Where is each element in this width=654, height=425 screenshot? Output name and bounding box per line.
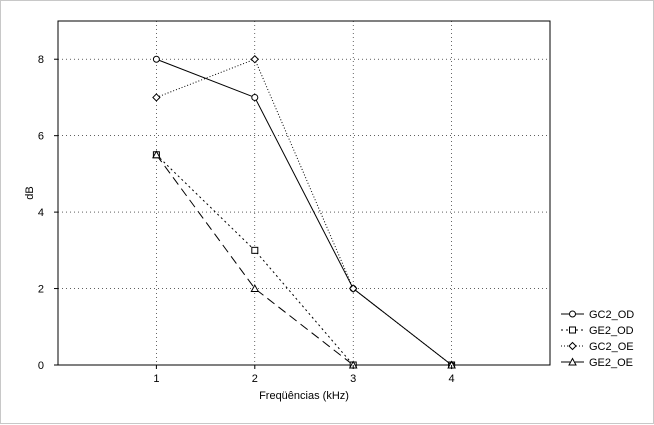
y-tick-label: 0 (38, 360, 44, 372)
legend-label: GC2_OD (589, 309, 634, 321)
legend-marker-icon (568, 357, 577, 366)
legend-item: GE2_OD (561, 325, 634, 337)
legend-item: GE2_OE (561, 357, 633, 369)
data-point (250, 55, 260, 64)
series-line-ge2-od (156, 154, 452, 366)
y-tick-label: 4 (38, 207, 44, 219)
x-tick-label: 1 (153, 373, 159, 385)
series-lines (155, 58, 452, 366)
legend-marker-shape (569, 326, 576, 334)
legend: GC2_OD GE2_OD GC2_OE GE2_OE (561, 309, 634, 369)
legend-marker-shape (569, 310, 576, 318)
x-tick-label: 2 (252, 373, 258, 385)
tick-labels: 1 2 3 4 0 2 4 6 8 (38, 54, 455, 385)
y-tick-label: 6 (38, 131, 44, 143)
data-point (251, 93, 259, 101)
data-point (152, 150, 161, 159)
legend-item: GC2_OE (561, 341, 634, 353)
data-point (348, 284, 358, 293)
legend-marker-shape (568, 341, 577, 351)
legend-marker-icon (569, 326, 576, 334)
legend-label: GE2_OD (589, 325, 634, 337)
y-tick-label: 8 (38, 54, 44, 66)
grid-lines (58, 21, 550, 366)
y-tick-label: 2 (38, 284, 44, 296)
legend-marker-icon (568, 341, 577, 351)
legend-item: GC2_OD (561, 309, 634, 321)
legend-marker-icon (569, 310, 576, 318)
y-axis-label: dB (24, 186, 36, 199)
series-line-gc2-od (156, 58, 452, 366)
x-tick-label: 3 (350, 373, 356, 385)
data-point (152, 93, 161, 102)
data-point (152, 55, 160, 63)
data-point (251, 246, 259, 254)
legend-marker-shape (568, 357, 577, 366)
legend-label: GC2_OE (589, 341, 634, 353)
data-point (250, 284, 260, 293)
series-line-ge2-oe (155, 154, 452, 366)
legend-label: GE2_OE (589, 357, 633, 369)
x-axis-label: Freqüências (kHz) (259, 390, 349, 402)
x-tick-label: 4 (449, 373, 455, 385)
series-line-gc2-oe (156, 58, 452, 366)
plot-frame (57, 20, 551, 366)
